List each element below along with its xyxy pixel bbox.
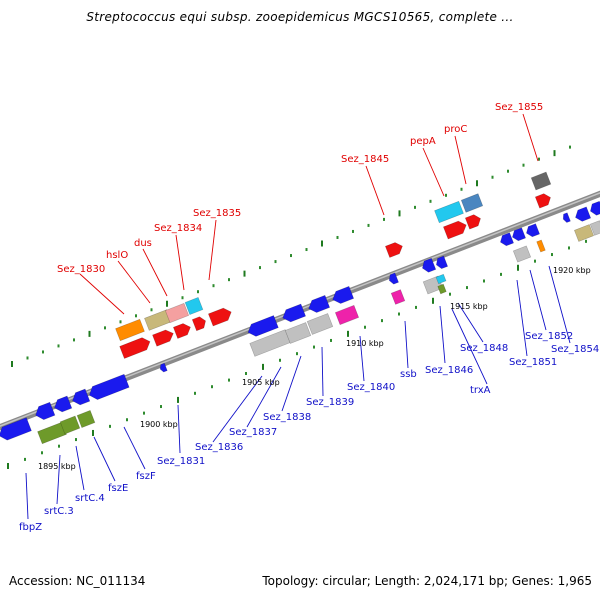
gene-red-1[interactable] bbox=[119, 336, 153, 359]
tick-label-1905: 1905 kbp bbox=[242, 378, 280, 387]
gene-fszf[interactable] bbox=[87, 373, 130, 402]
gene-olive-2[interactable] bbox=[59, 415, 81, 435]
gene-sez-1837[interactable] bbox=[306, 294, 331, 314]
gene-sez-1834[interactable] bbox=[184, 297, 204, 315]
gene-label-sez-1846[interactable]: Sez_1846 bbox=[425, 365, 473, 376]
gene-label-hslo[interactable]: hslO bbox=[106, 250, 128, 261]
tick-label-1895: 1895 kbp bbox=[38, 462, 76, 471]
gene-label-ssb[interactable]: ssb bbox=[400, 369, 417, 380]
scale-dots bbox=[7, 145, 587, 469]
gene-label-sez-1854[interactable]: Sez_1854 bbox=[551, 344, 599, 355]
gene-label-sez-1855[interactable]: Sez_1855 bbox=[495, 102, 543, 113]
gene-srtc-3[interactable] bbox=[33, 401, 56, 422]
gene-label-sez-1834[interactable]: Sez_1834 bbox=[154, 223, 202, 234]
gene-olive-3[interactable] bbox=[76, 410, 96, 428]
gene-red-4[interactable] bbox=[191, 315, 208, 332]
gene-blue-r6[interactable] bbox=[588, 200, 600, 217]
gene-label-sez-1831[interactable]: Sez_1831 bbox=[157, 456, 205, 467]
gene-sez-1838[interactable] bbox=[330, 285, 355, 305]
gene-blue-r1[interactable] bbox=[498, 232, 514, 248]
tick-label-1915: 1915 kbp bbox=[450, 302, 488, 311]
gene-sez-1851[interactable] bbox=[512, 245, 532, 263]
gene-sez-1840[interactable] bbox=[334, 304, 360, 326]
gene-srtc-4[interactable] bbox=[52, 395, 73, 414]
gene-label-sez-1845[interactable]: Sez_1845 bbox=[341, 154, 389, 165]
gene-blue-r4[interactable] bbox=[562, 212, 571, 224]
gene-grey-3[interactable] bbox=[306, 313, 334, 335]
gene-sez-1852[interactable] bbox=[536, 239, 546, 253]
gene-label-sez-1851[interactable]: Sez_1851 bbox=[509, 357, 557, 368]
upper-scale-row bbox=[11, 145, 571, 367]
gene-label-sez-1839[interactable]: Sez_1839 bbox=[306, 397, 354, 408]
gene-label-sez-1835[interactable]: Sez_1835 bbox=[193, 208, 241, 219]
gene-red-5[interactable] bbox=[443, 219, 468, 240]
gene-small-blue-3[interactable] bbox=[434, 255, 449, 270]
tick-label-1910: 1910 kbp bbox=[346, 339, 384, 348]
gene-sez-1848[interactable] bbox=[437, 283, 447, 295]
gene-ssb[interactable] bbox=[390, 289, 406, 305]
gene-red-7[interactable] bbox=[534, 192, 552, 209]
gene-sez-1854[interactable] bbox=[573, 224, 595, 242]
gene-proc[interactable] bbox=[460, 193, 484, 213]
gene-small-blue-1[interactable] bbox=[387, 272, 399, 285]
gene-pepa[interactable] bbox=[434, 200, 464, 224]
gene-blue-r3[interactable] bbox=[524, 223, 540, 239]
gene-label-sez-1838[interactable]: Sez_1838 bbox=[263, 412, 311, 423]
gene-sez-1835[interactable] bbox=[208, 306, 233, 327]
gene-red-2[interactable] bbox=[152, 328, 176, 347]
gene-sez-1831[interactable] bbox=[159, 362, 168, 373]
gene-label-proc[interactable]: proC bbox=[444, 124, 467, 135]
gene-label-sez-1837[interactable]: Sez_1837 bbox=[229, 427, 277, 438]
gene-label-sez-1836[interactable]: Sez_1836 bbox=[195, 442, 243, 453]
gene-features bbox=[0, 171, 600, 445]
gene-label-srtc-3[interactable]: srtC.3 bbox=[44, 506, 74, 517]
gene-grey-r1[interactable] bbox=[589, 220, 600, 236]
gene-olive-1[interactable] bbox=[37, 421, 67, 445]
gene-label-trxa[interactable]: trxA bbox=[470, 385, 491, 396]
gene-sez-1855[interactable] bbox=[530, 171, 552, 191]
accession-info: Accession: NC_011134 bbox=[9, 574, 146, 588]
gene-sez-1836-b[interactable] bbox=[280, 303, 306, 324]
gene-label-dus[interactable]: dus bbox=[134, 238, 152, 249]
tick-label-1900: 1900 kbp bbox=[140, 420, 178, 429]
gene-red-3[interactable] bbox=[172, 322, 192, 339]
lower-scale-row bbox=[7, 239, 587, 469]
gene-label-sez-1830[interactable]: Sez_1830 bbox=[57, 264, 105, 275]
genome-stats: Topology: circular; Length: 2,024,171 bp… bbox=[262, 574, 592, 588]
gene-label-sez-1852[interactable]: Sez_1852 bbox=[525, 331, 573, 342]
gene-dus[interactable] bbox=[164, 302, 190, 324]
gene-fbpz[interactable] bbox=[0, 417, 32, 443]
gene-label-fsze[interactable]: fszE bbox=[108, 483, 128, 494]
gene-sez-1845[interactable] bbox=[384, 241, 404, 258]
label-leaders bbox=[25, 113, 571, 520]
gene-blue-r5[interactable] bbox=[573, 206, 592, 223]
gene-sez-1836-a[interactable] bbox=[246, 315, 279, 339]
gene-small-blue-2[interactable] bbox=[420, 257, 437, 274]
gene-label-sez-1848[interactable]: Sez_1848 bbox=[460, 343, 508, 354]
gene-label-pepa[interactable]: pepA bbox=[410, 136, 436, 147]
gene-label-fbpz[interactable]: fbpZ bbox=[19, 522, 42, 533]
gene-blue-r2[interactable] bbox=[510, 227, 526, 243]
gene-trxa[interactable] bbox=[435, 273, 447, 285]
gene-grey-2[interactable] bbox=[284, 322, 312, 344]
gene-fsze[interactable] bbox=[70, 388, 91, 407]
gene-red-6[interactable] bbox=[464, 213, 482, 230]
gene-label-fszf[interactable]: fszF bbox=[136, 471, 156, 482]
gene-sez-1830[interactable] bbox=[115, 318, 145, 342]
gene-label-sez-1840[interactable]: Sez_1840 bbox=[347, 382, 395, 393]
page-title: Streptococcus equi subsp. zooepidemicus … bbox=[86, 10, 514, 24]
tick-label-1920: 1920 kbp bbox=[553, 266, 591, 275]
gene-label-srtc-4[interactable]: srtC.4 bbox=[75, 493, 105, 504]
